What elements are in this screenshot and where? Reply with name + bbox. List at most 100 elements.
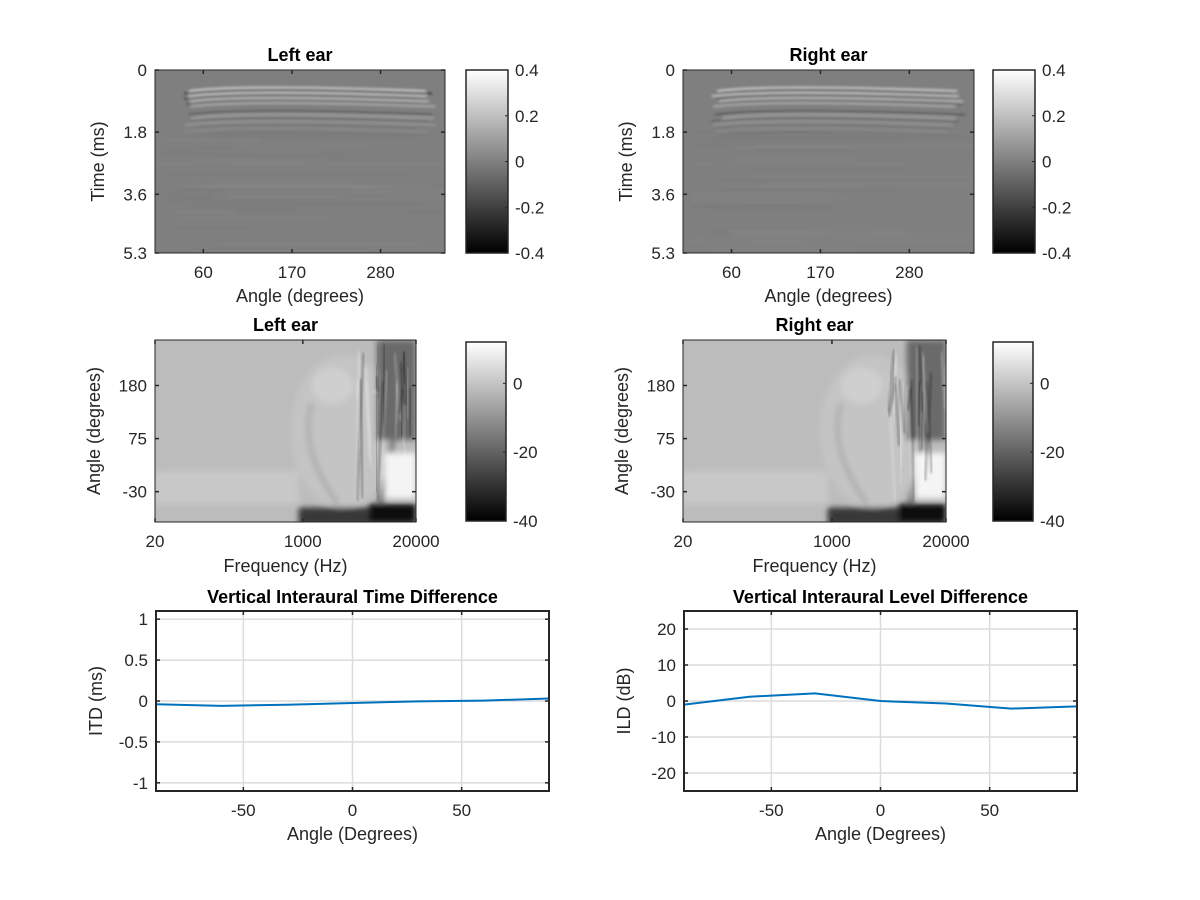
colorbar [992,69,1036,254]
y-tick-label: 0 [667,692,676,711]
heatmap-streak [766,183,974,185]
heatmap-streak [184,185,434,187]
heatmap-streak [713,196,841,198]
chart-title: Vertical Interaural Time Difference [207,587,498,607]
heatmap-streak [925,381,933,474]
heatmap-streak [751,243,963,245]
heatmap-streak [730,230,827,232]
heatmap-streak [761,186,868,188]
y-tick-label: -20 [651,764,676,783]
chart-title: Left ear [253,315,318,335]
heatmap-streak [169,227,257,229]
heatmap-notch [835,403,869,505]
heatmap-region [155,471,299,504]
heatmap-streak [906,387,913,411]
heatmap-streak [379,369,388,481]
heatmap-band [190,102,436,108]
colorbar-tick-label: 0 [1042,153,1051,172]
heatmap-streak [690,239,807,241]
heatmap-streak [756,150,974,152]
colorbar-tick-label: 0.2 [1042,107,1066,126]
heatmap-streak [175,137,314,139]
heatmap-streak [915,346,919,467]
heatmap-streak [713,136,972,138]
colorbar-tick-label: -0.2 [1042,198,1071,217]
heatmap-streak [194,146,297,148]
heatmap-region [384,452,416,499]
heatmap-region [311,367,354,404]
heatmap-band [719,99,963,105]
panel-hrtf-right: 0 -20 -40 20 1000 20000 180 75 -30 Right ear Frequ… [612,315,1065,576]
y-tick-label: 5.3 [123,244,147,263]
x-axis-label: Frequency (Hz) [223,556,347,576]
heatmap-streak [406,367,410,420]
heatmap-texture [688,86,974,250]
heatmap-streak [221,204,422,206]
heatmap-streak [183,198,333,200]
heatmap-region [369,503,416,522]
y-tick-label: 180 [119,377,147,396]
x-tick-label: 280 [366,263,394,282]
heatmap-streak [709,207,963,209]
heatmap-streak [893,349,897,425]
heatmap-band [711,117,959,123]
heatmap-streak [918,345,924,413]
heatmap-streak [690,205,803,207]
colorbar-tick-label: -0.4 [515,244,544,263]
heatmap-texture [683,340,946,522]
y-tick-label: 180 [647,377,675,396]
axes-box [682,339,947,523]
heatmap-streak [190,206,297,208]
heatmap-band [716,86,958,92]
heatmap-band [194,124,418,130]
heatmap-streak [162,139,262,141]
y-tick-label: 75 [656,430,675,449]
heatmap-band [186,99,422,105]
heatmap-region [898,503,946,522]
y-tick-label: 3.6 [123,185,147,204]
heatmap-streak [355,349,360,504]
y-tick-label: -30 [650,483,675,502]
x-tick-label: 1000 [813,532,851,551]
heatmap-streak [712,248,859,250]
heatmap-streak [716,239,969,241]
heatmap-streak [690,206,832,208]
x-tick-label: 50 [452,801,471,820]
x-tick-label: -50 [759,801,784,820]
heatmap-streak [694,163,906,165]
x-tick-label: 170 [806,263,834,282]
heatmap-band [189,97,429,103]
heatmap-streak [382,343,386,426]
colorbar-tick-label: 0.4 [1042,61,1066,80]
axes-box [154,339,417,523]
colorbar-tick-label: -0.2 [515,198,544,217]
panel-ild: -50 0 50 20 10 0 -10 -20 Vertical Interaural Lev… [614,587,1078,844]
heatmap-streak [690,194,840,196]
heatmap-streak [899,382,905,468]
heatmap-band [721,89,952,95]
heatmap-streak [398,388,404,414]
x-tick-label: 60 [194,263,213,282]
heatmap-streak [725,202,830,204]
heatmap-band [713,120,953,126]
heatmap-streak [358,365,367,449]
x-axis-label: Angle (degrees) [236,286,364,306]
heatmap-streak [742,203,954,205]
heatmap-streak [723,130,811,132]
heatmap-streak [905,385,914,478]
heatmap-streak [165,194,409,196]
heatmap-streak [210,197,442,199]
heatmap-streak [220,244,419,246]
y-axis-label: Time (ms) [88,121,108,201]
heatmap-region [683,471,828,504]
heatmap-streak [232,186,392,188]
x-axis-label: Angle (degrees) [764,286,892,306]
axes-box [154,69,446,254]
heatmap-streak [693,198,850,200]
y-axis-label: ITD (ms) [86,666,106,736]
heatmap-streak [213,181,350,183]
heatmap-band [711,91,959,97]
heatmap-streak [691,143,852,145]
heatmap-streak [917,381,921,427]
